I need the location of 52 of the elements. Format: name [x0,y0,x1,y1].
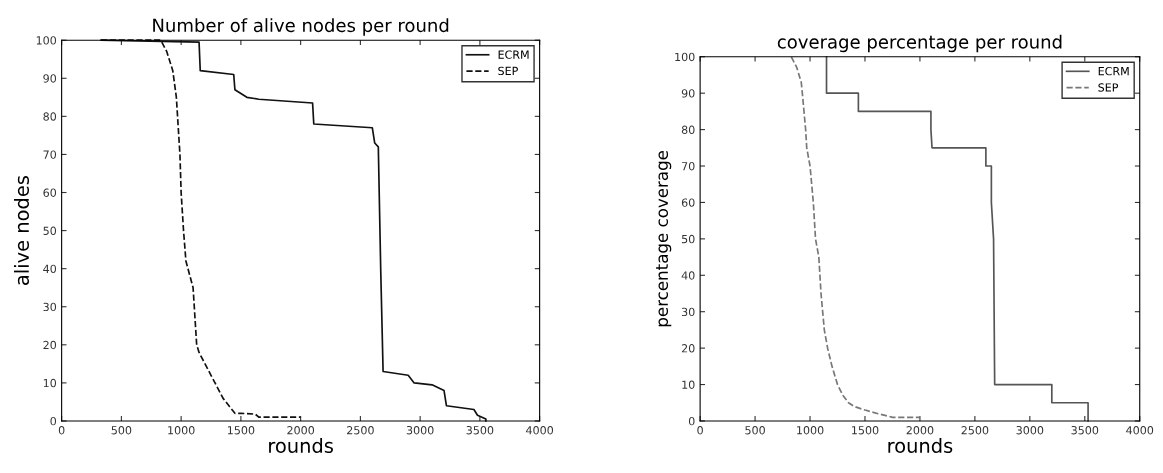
y-axis-title: alive nodes [13,176,30,285]
y-tick-label: 60 [43,188,57,197]
x-tick-label: 500 [745,426,765,435]
x-tick-label: 1500 [227,426,255,435]
line-series [790,55,921,419]
x-tick-label: 3500 [1071,426,1099,435]
legend-label: ECRM [1098,66,1129,76]
x-axis-title: rounds [888,437,953,454]
x-tick-label: 2000 [906,426,934,435]
y-tick-label: 20 [681,344,695,353]
legend-label: ECRM [498,50,529,59]
x-tick-label: 4000 [1126,426,1154,435]
y-tick-label: 80 [43,112,57,121]
y-tick-label: 10 [682,380,695,389]
y-tick-label: 20 [43,340,57,350]
y-tick-label: 80 [681,125,695,134]
y-tick-label: 90 [681,89,695,98]
x-axis-title: rounds [269,437,333,454]
y-tick-label: 90 [43,74,57,83]
y-tick-label: 70 [43,150,57,159]
y-tick-label: 10 [43,378,57,388]
x-tick-label: 2500 [961,426,989,435]
x-tick-label: 500 [111,426,132,435]
chart-title: coverage percentage per round [777,34,1062,53]
y-tick-label: 50 [681,234,695,244]
x-tick-label: 2500 [347,426,374,435]
x-tick-label: 3500 [466,426,494,435]
x-tick-label: 3000 [406,426,434,435]
y-tick-label: 40 [43,264,57,274]
x-tick-label: 2000 [287,426,315,435]
x-tick-label: 1000 [797,426,824,435]
y-tick-label: 50 [43,226,57,235]
y-tick-label: 0 [50,416,57,426]
y-tick-label: 40 [681,271,695,280]
y-axis-title: percentage coverage [656,150,672,327]
y-tick-label: 60 [681,198,695,207]
y-tick-label: 100 [36,36,57,45]
y-tick-label: 30 [43,302,57,312]
line-series [825,55,1089,422]
legend-label: SEP [1098,83,1119,92]
legend-label: SEP [498,66,518,76]
x-tick-label: 1500 [852,426,879,435]
x-tick-label: 3000 [1016,426,1044,435]
x-tick-label: 0 [58,426,65,435]
x-tick-label: 1000 [168,426,195,435]
y-tick-label: 100 [675,52,695,62]
y-tick-label: 30 [681,307,695,317]
x-tick-label: 0 [697,426,703,435]
x-tick-label: 4000 [526,426,554,435]
chart-title: Number of alive nodes per round [153,18,449,36]
y-tick-label: 70 [682,162,695,171]
y-tick-label: 0 [688,416,695,426]
